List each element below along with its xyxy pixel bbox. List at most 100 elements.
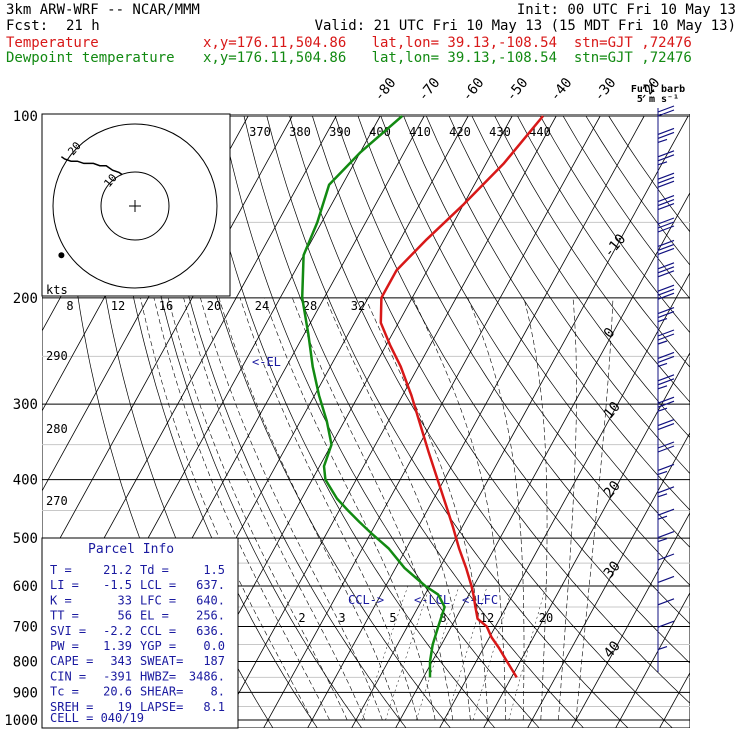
theta-e-label: 400 [369, 125, 391, 139]
parcel-key: TT = [50, 609, 79, 623]
moist-adiabat [218, 297, 401, 721]
wind-barb [657, 307, 675, 323]
isotherm [439, 271, 690, 728]
barb-half-flag [657, 407, 668, 412]
parcel-value: 640. [196, 593, 225, 607]
mixing-ratio-label: 3 [338, 611, 345, 625]
barb-half-flag [657, 493, 668, 498]
dry-adiabat [608, 115, 690, 233]
parcel-value: 8.1 [203, 700, 225, 714]
pressure-label: 900 [13, 685, 38, 701]
moist-adiabat [523, 297, 548, 721]
isotherm [395, 191, 690, 728]
wind-barb [657, 646, 668, 651]
barb-flag [657, 351, 675, 359]
axis-labels: 100 200 300 400 500 600 700 800 900 1000 -80 -70 -60… [4, 75, 663, 729]
isotherm [527, 431, 690, 728]
dry-adiabat [312, 115, 690, 704]
barb-flag [657, 598, 675, 606]
wind-barb [657, 486, 675, 498]
wind-barb [657, 508, 675, 520]
theta-e-label: 420 [449, 125, 471, 139]
barb-flag [657, 203, 675, 211]
wind-barb [657, 105, 675, 117]
barb-flag [657, 396, 675, 404]
mixing-ratio-label: 5 [389, 611, 396, 625]
pressure-label: 400 [13, 473, 38, 489]
wind-barb [657, 284, 675, 300]
moist-adiabat [467, 297, 525, 720]
parcel-value: 1.39 [103, 639, 132, 653]
barb-flag [657, 333, 675, 341]
barb-flag [657, 243, 675, 251]
pressure-label: 800 [13, 654, 38, 670]
isotherm [42, 115, 293, 572]
wind-barb [657, 553, 675, 561]
theta-e-label: 410 [409, 125, 431, 139]
parcel-info-frame [41, 537, 239, 729]
moist-adiabat [183, 297, 366, 721]
barb-flag [657, 195, 675, 203]
moist-adiabat [365, 297, 489, 721]
moist-adiabat [412, 297, 506, 720]
parcel-value: -2.2 [103, 624, 132, 638]
theta-e-label: 430 [489, 125, 511, 139]
dry-adiabat [289, 115, 673, 728]
barb-flag [657, 221, 675, 229]
parcel-key: CCL = [140, 624, 176, 638]
dry-adiabat [403, 115, 690, 548]
hodograph-speed-label: 12 [111, 299, 125, 313]
isotherm [263, 115, 601, 728]
theta-e-label: 440 [529, 125, 551, 139]
parcel-key: YGP = [140, 639, 176, 653]
temperature-location: x,y=176.11,504.86 lat,lon= 39.13,-108.54… [203, 35, 692, 51]
parcel-value: 33 [118, 593, 132, 607]
parcel-cell: CELL = 040/19 [50, 711, 144, 725]
hodograph-speed-label: 28 [303, 299, 317, 313]
barb-flag [657, 288, 675, 296]
barb-flag [657, 307, 675, 315]
moist-adiabat [575, 297, 614, 721]
wind-barb [657, 441, 675, 453]
mixing-ratio-line [508, 585, 547, 721]
parcel-value: -391 [103, 669, 132, 683]
mixing-ratio-line [361, 585, 409, 721]
hodograph-trace [60, 156, 123, 176]
parcel-key: LFC = [140, 593, 176, 607]
dry-adiabat [152, 115, 407, 728]
parcel-value: 1.5 [203, 563, 225, 577]
hodograph-units: kts [46, 283, 68, 297]
isotherm-label: -60 [459, 75, 488, 105]
wind-barb [657, 195, 675, 211]
dry-adiabat [471, 115, 690, 439]
parcel-key: K = [50, 593, 72, 607]
mixing-ratio-label: 2 [298, 611, 305, 625]
barb-flag [657, 292, 675, 300]
pressure-label: 200 [13, 291, 38, 307]
pressure-label: 300 [13, 397, 38, 413]
hodograph-speed-label: 16 [159, 299, 173, 313]
barb-flag [657, 284, 675, 292]
mixing-ratio-line [385, 585, 431, 721]
barb-half-flag [657, 362, 668, 367]
ccl-marker: CCL-> [348, 593, 384, 607]
isotherm [219, 115, 557, 728]
parcel-key: SHEAR= [140, 685, 183, 699]
full-barb-label: Full barb [631, 84, 685, 95]
barb-flag [657, 262, 675, 270]
wind-barb [657, 598, 675, 606]
pressure-label: 500 [13, 531, 38, 547]
parcel-key: Td = [140, 563, 169, 577]
parcel-value: 21.2 [103, 563, 132, 577]
parcel-info-box: Parcel Info T = 21.2 Td = 1.5 LI = -1.5 LCL = 63… [41, 537, 239, 729]
barb-flag [657, 508, 675, 516]
temperature-legend-label: Temperature [6, 35, 99, 51]
barb-flag [657, 127, 675, 135]
barb-flag [657, 217, 675, 225]
parcel-value: 20.6 [103, 685, 132, 699]
pressure-label: 1000 [4, 713, 38, 729]
moist-adiabat [558, 297, 577, 721]
wind-barb [657, 172, 675, 188]
isotherm [307, 115, 645, 728]
